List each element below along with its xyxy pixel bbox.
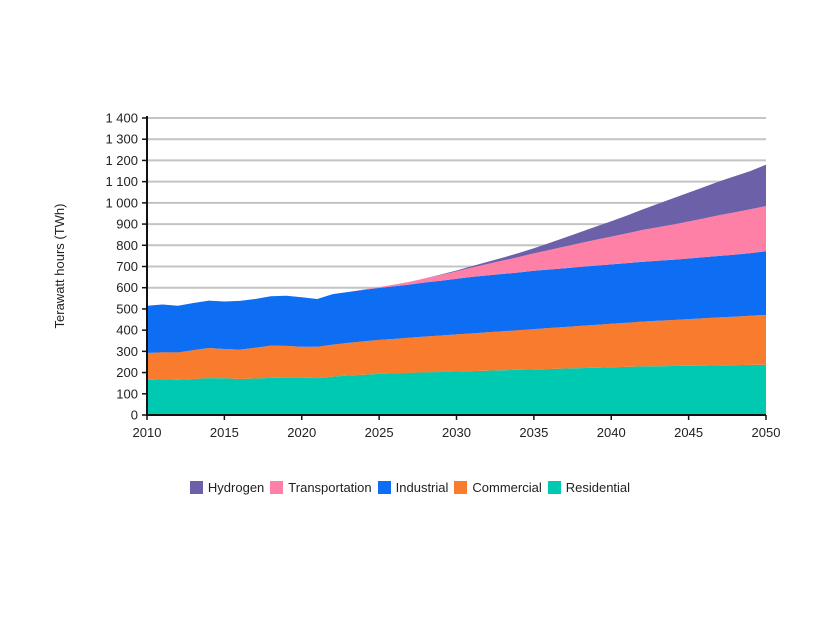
area-series <box>147 164 766 415</box>
y-tick-label: 900 <box>116 217 138 232</box>
y-axis-ticks: 0 100 200 300 400 500 600 700 800 900 1 000 1 100 1 … <box>105 111 147 423</box>
x-tick-label: 2010 <box>133 425 162 440</box>
y-tick-label: 200 <box>116 365 138 380</box>
legend-swatch <box>270 480 284 494</box>
y-tick-label: 1 200 <box>105 153 138 168</box>
y-tick-label: 100 <box>116 386 138 401</box>
legend-swatch <box>454 480 468 494</box>
legend-item-transportation: Transportation <box>270 479 372 495</box>
legend-label: Transportation <box>288 479 372 495</box>
area-commercial <box>147 314 766 380</box>
x-tick-label: 2050 <box>752 425 781 440</box>
y-tick-label: 1 400 <box>105 111 138 126</box>
legend-swatch <box>377 480 391 494</box>
y-tick-label: 700 <box>116 259 138 274</box>
x-tick-label: 2020 <box>287 425 316 440</box>
x-axis-ticks: 2010 2015 2020 2025 2030 2035 2040 2045 2050 <box>133 415 781 440</box>
y-tick-label: 500 <box>116 301 138 316</box>
y-tick-label: 800 <box>116 238 138 253</box>
legend-label: Residential <box>565 479 631 495</box>
legend-swatch <box>547 480 561 494</box>
legend-item-commercial: Commercial <box>454 479 542 495</box>
x-tick-label: 2015 <box>210 425 239 440</box>
y-tick-label: 1 300 <box>105 132 138 147</box>
x-tick-label: 2045 <box>674 425 703 440</box>
y-tick-label: 300 <box>116 344 138 359</box>
legend-swatch <box>189 480 203 494</box>
legend-label: Commercial <box>472 479 542 495</box>
y-tick-label: 1 100 <box>105 174 138 189</box>
area-industrial <box>147 251 766 354</box>
x-tick-label: 2030 <box>442 425 471 440</box>
chart-legend: Hydrogen Transportation Industrial Commerci… <box>0 476 826 498</box>
x-tick-label: 2025 <box>365 425 394 440</box>
legend-label: Hydrogen <box>207 479 265 495</box>
legend-item-residential: Residential <box>547 479 631 495</box>
legend-item-industrial: Industrial <box>377 479 449 495</box>
legend-item-hydrogen: Hydrogen <box>189 479 265 495</box>
y-tick-label: 0 <box>131 408 138 423</box>
y-axis-title: Terawatt hours (TWh) <box>52 204 67 329</box>
area-residential <box>147 364 766 415</box>
x-tick-label: 2040 <box>597 425 626 440</box>
y-tick-label: 600 <box>116 280 138 295</box>
legend-label: Industrial <box>395 479 449 495</box>
x-tick-label: 2035 <box>519 425 548 440</box>
y-tick-label: 1 000 <box>105 195 138 210</box>
area-transportation <box>147 206 766 306</box>
y-tick-label: 400 <box>116 323 138 338</box>
